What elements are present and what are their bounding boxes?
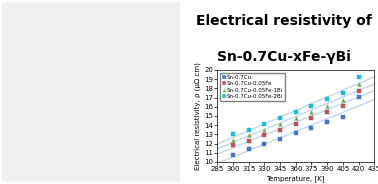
Sn-0.7Cu (355, 95, 361, 98)
Sn-0.7Cu-0.05Fe-2Bi (293, 110, 299, 113)
Sn-0.7Cu-0.05Fe-1Bi (261, 128, 267, 131)
Sn-0.7Cu-0.05Fe-2Bi (308, 104, 314, 107)
Y-axis label: Electrical resistivity, ρ (μΩ cm): Electrical resistivity, ρ (μΩ cm) (195, 62, 201, 170)
Legend: Sn-0.7Cu, Sn-0.7Cu-0.05Fe, Sn-0.7Cu-0.05Fe-1Bi, Sn-0.7Cu-0.05Fe-2Bi: Sn-0.7Cu, Sn-0.7Cu-0.05Fe, Sn-0.7Cu-0.05… (220, 73, 285, 101)
Sn-0.7Cu-0.05Fe-2Bi (261, 123, 267, 126)
Sn-0.7Cu-0.05Fe-1Bi (340, 98, 346, 101)
Sn-0.7Cu-0.05Fe (355, 90, 361, 93)
Sn-0.7Cu-0.05Fe-1Bi (277, 123, 283, 126)
FancyBboxPatch shape (2, 2, 180, 182)
Sn-0.7Cu-0.05Fe-2Bi (355, 75, 361, 78)
Sn-0.7Cu (246, 148, 252, 151)
Sn-0.7Cu-0.05Fe-1Bi (308, 110, 314, 113)
Sn-0.7Cu (293, 132, 299, 135)
Sn-0.7Cu-0.05Fe (324, 110, 330, 113)
Sn-0.7Cu-0.05Fe-2Bi (340, 91, 346, 94)
Sn-0.7Cu (340, 115, 346, 118)
Sn-0.7Cu-0.05Fe-1Bi (230, 138, 236, 141)
Sn-0.7Cu-0.05Fe (340, 104, 346, 107)
Sn-0.7Cu-0.05Fe (308, 116, 314, 119)
Sn-0.7Cu-0.05Fe-2Bi (246, 129, 252, 132)
Sn-0.7Cu (230, 153, 236, 156)
Sn-0.7Cu-0.05Fe (293, 122, 299, 125)
Text: Electrical resistivity of: Electrical resistivity of (196, 14, 371, 28)
Sn-0.7Cu-0.05Fe-2Bi (324, 98, 330, 101)
Sn-0.7Cu-0.05Fe-2Bi (230, 133, 236, 136)
Sn-0.7Cu (261, 142, 267, 145)
Sn-0.7Cu-0.05Fe-1Bi (355, 83, 361, 86)
Sn-0.7Cu-0.05Fe-1Bi (293, 116, 299, 119)
Text: Sn-0.7Cu-xFe-γBi: Sn-0.7Cu-xFe-γBi (217, 50, 350, 64)
Sn-0.7Cu (277, 137, 283, 140)
Sn-0.7Cu-0.05Fe (246, 139, 252, 142)
Sn-0.7Cu-0.05Fe (230, 144, 236, 147)
Sn-0.7Cu-0.05Fe-2Bi (277, 117, 283, 120)
Sn-0.7Cu (324, 121, 330, 124)
X-axis label: Temperature, [K]: Temperature, [K] (266, 175, 325, 182)
Sn-0.7Cu-0.05Fe-1Bi (324, 104, 330, 107)
Sn-0.7Cu-0.05Fe (277, 128, 283, 131)
Sn-0.7Cu-0.05Fe (261, 134, 267, 137)
Sn-0.7Cu (308, 126, 314, 129)
Sn-0.7Cu-0.05Fe-1Bi (246, 134, 252, 137)
